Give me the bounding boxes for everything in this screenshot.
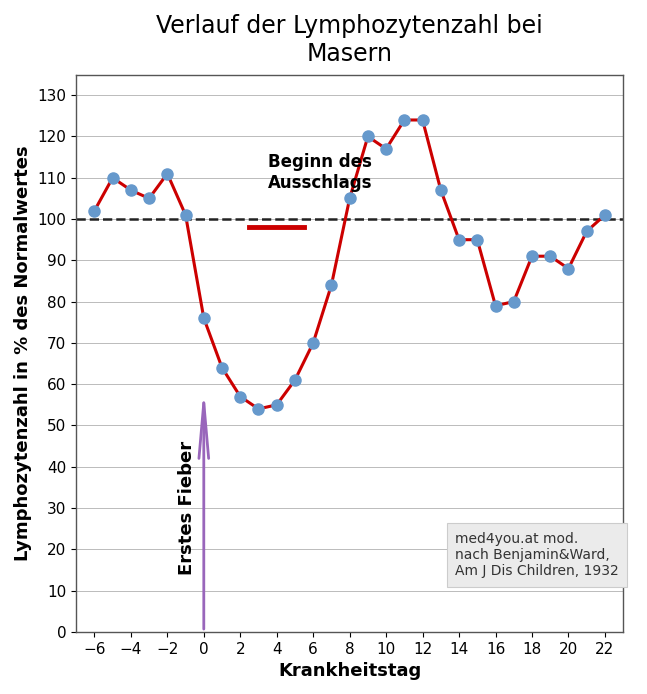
Text: Beginn des
Ausschlags: Beginn des Ausschlags (268, 153, 372, 192)
Text: Erstes Fieber: Erstes Fieber (179, 441, 197, 575)
Text: med4you.at mod.
nach Benjamin&Ward,
Am J Dis Children, 1932: med4you.at mod. nach Benjamin&Ward, Am J… (455, 532, 619, 578)
Y-axis label: Lymphozytenzahl in % des Normalwertes: Lymphozytenzahl in % des Normalwertes (14, 146, 32, 561)
Title: Verlauf der Lymphozytenzahl bei
Masern: Verlauf der Lymphozytenzahl bei Masern (157, 14, 543, 66)
X-axis label: Krankheitstag: Krankheitstag (278, 662, 421, 680)
